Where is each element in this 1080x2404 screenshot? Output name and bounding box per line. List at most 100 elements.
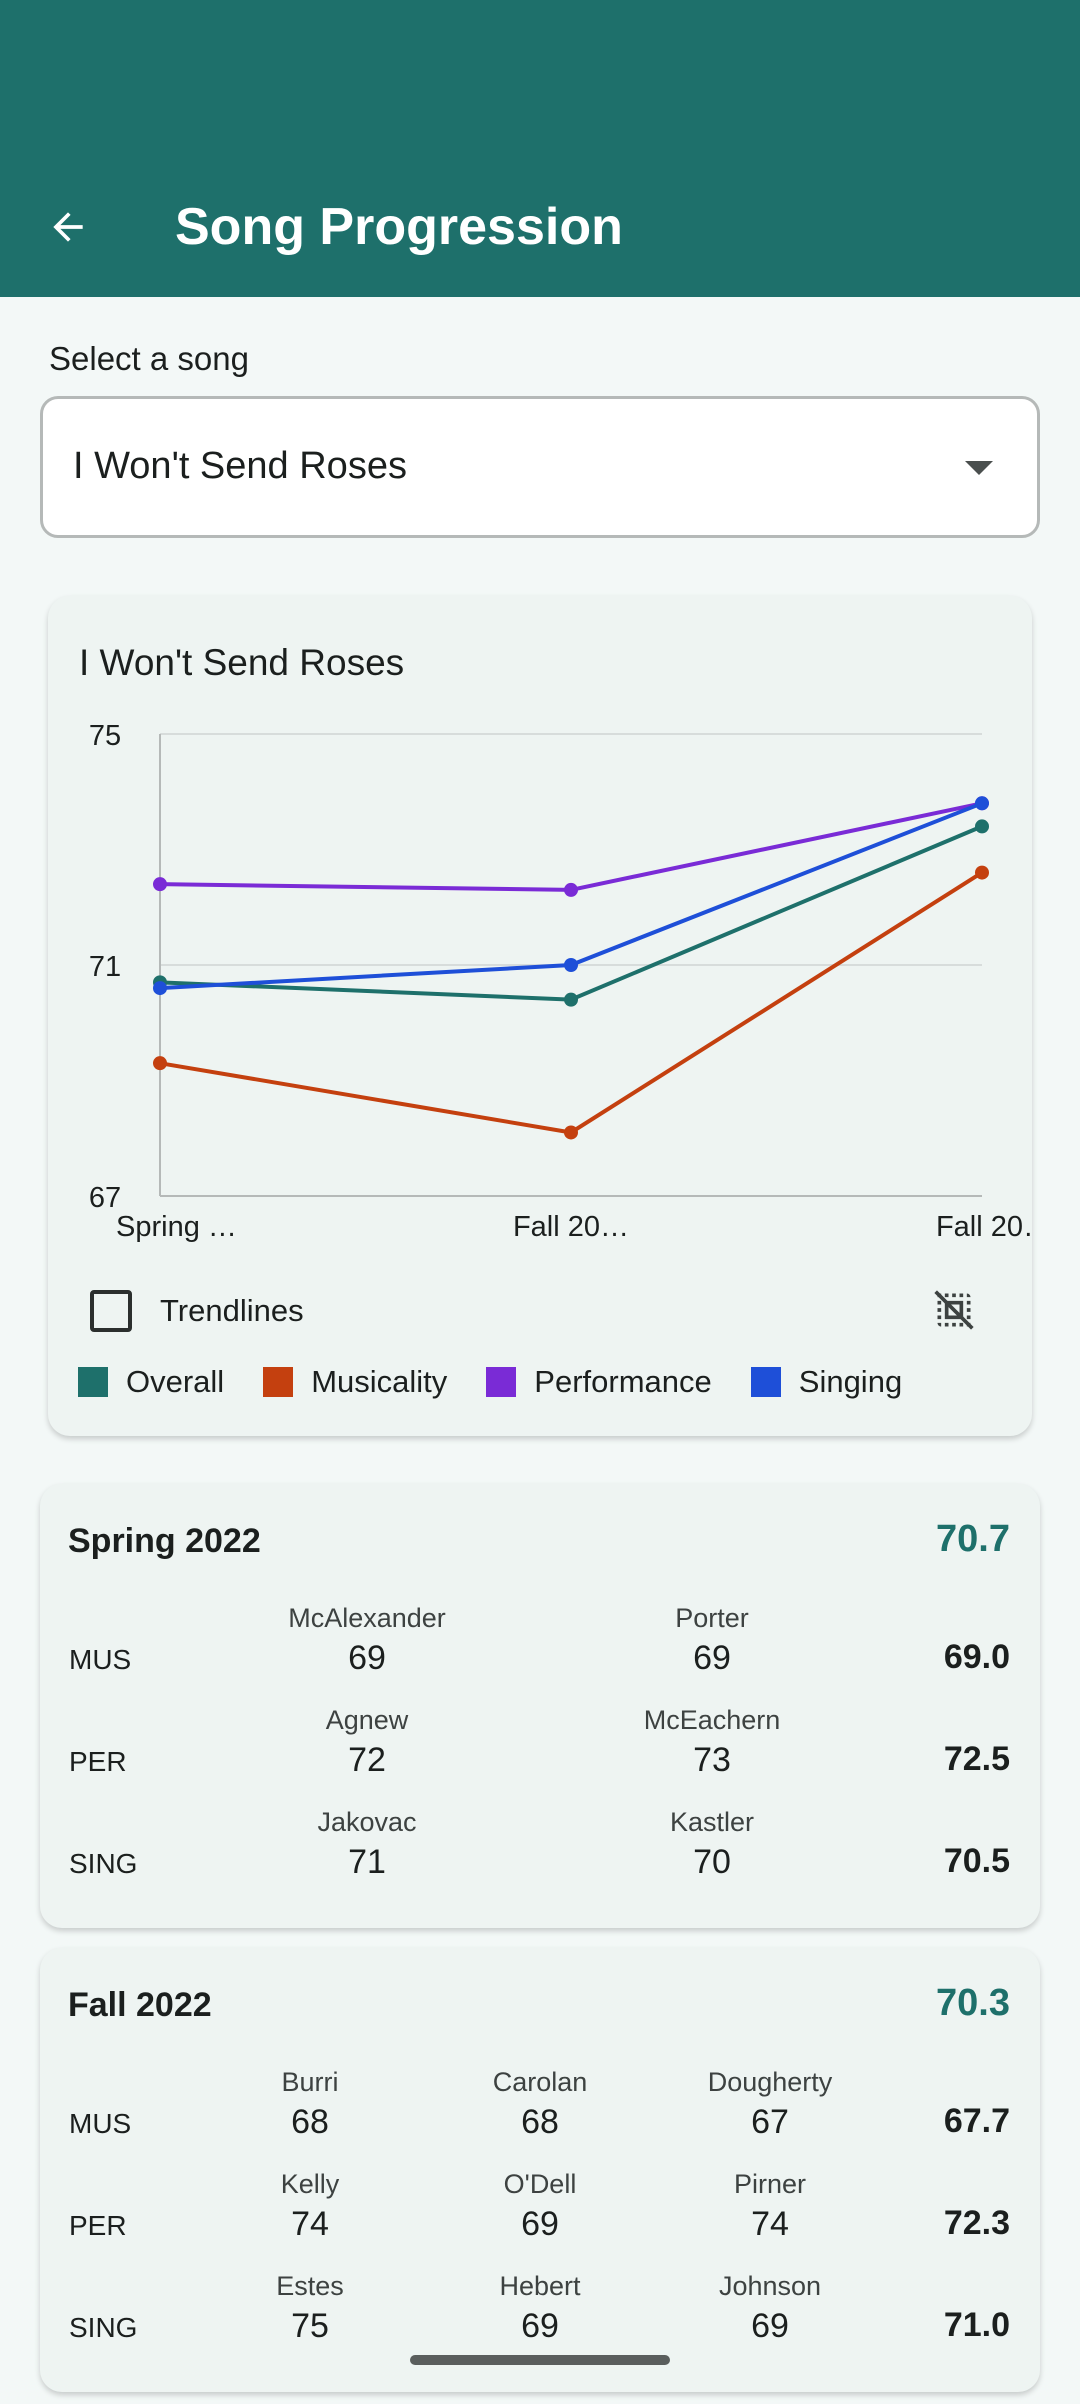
- chart-card: I Won't Send Roses 75 71 67 Spring … Fall 20…: [48, 596, 1032, 1436]
- category-label: SING: [69, 1848, 138, 1879]
- session-title: Spring 2022: [68, 1522, 261, 1560]
- data-point-overall: [564, 992, 578, 1007]
- judge-name: Agnew: [325, 1705, 409, 1735]
- judge-name: Carolan: [492, 2067, 588, 2097]
- judge-name: Hebert: [499, 2271, 581, 2301]
- trendlines-toggle[interactable]: Trendlines: [90, 1286, 304, 1336]
- judge-score: Johnson 69: [640, 2266, 900, 2346]
- data-point-performance: [564, 882, 578, 897]
- chart-legend: Overall Musicality Performance Singing: [78, 1364, 941, 1400]
- legend-swatch: [750, 1367, 781, 1397]
- judge-score-value: 75: [291, 2307, 329, 2345]
- session-total-score: 70.3: [936, 1982, 1010, 2024]
- category-row: PER Kelly 74 O'Dell 69 Pirner 74 72.3: [40, 2164, 1040, 2254]
- judge-score-value: 70: [693, 1843, 731, 1881]
- y-tick-label: 75: [89, 720, 121, 752]
- category-row: SING Estes 75 Hebert 69 Johnson 69 71.0: [40, 2266, 1040, 2356]
- app-bar: Song Progression: [0, 0, 1080, 297]
- judge-score: Kelly 74: [180, 2164, 440, 2244]
- data-point-performance: [153, 877, 167, 892]
- session-title: Fall 2022: [68, 1986, 212, 2024]
- legend-item: Overall: [78, 1364, 224, 1400]
- judge-name: Johnson: [718, 2271, 822, 2301]
- category-label: PER: [69, 1746, 127, 1777]
- data-point-musicality: [564, 1125, 578, 1140]
- judge-score: Hebert 69: [410, 2266, 670, 2346]
- category-average: 67.7: [943, 2102, 1010, 2140]
- category-label: PER: [69, 2210, 127, 2241]
- judge-score-value: 71: [348, 1843, 386, 1881]
- judge-name: Pirner: [733, 2169, 807, 2199]
- data-point-overall: [975, 819, 989, 834]
- category-row: PER Agnew 72 McEachern 73 72.5: [40, 1700, 1040, 1790]
- judge-score-value: 72: [348, 1741, 386, 1779]
- judge-name: Dougherty: [707, 2067, 833, 2097]
- session-card: Fall 2022 70.3 MUS Burri 68 Carolan 68 Doughert…: [40, 1948, 1040, 2392]
- category-label: MUS: [69, 2108, 132, 2139]
- data-point-singing: [975, 796, 989, 811]
- back-button[interactable]: [36, 195, 100, 259]
- x-tick-label: Fall 20…: [513, 1211, 629, 1243]
- session-total-score: 70.7: [936, 1518, 1010, 1560]
- judge-score-value: 69: [521, 2307, 559, 2345]
- category-average: 72.5: [943, 1740, 1010, 1778]
- legend-swatch: [263, 1367, 294, 1397]
- judge-score-value: 69: [751, 2307, 789, 2345]
- legend-label: Performance: [534, 1364, 712, 1399]
- legend-item: Musicality: [263, 1364, 447, 1400]
- category-label: SING: [69, 2312, 138, 2343]
- song-select-value: I Won't Send Roses: [73, 445, 407, 487]
- session-card: Spring 2022 70.7 MUS McAlexander 69 Porter 69 6…: [40, 1484, 1040, 1928]
- judge-name: O'Dell: [503, 2169, 577, 2199]
- data-point-singing: [153, 981, 167, 996]
- category-row: SING Jakovac 71 Kastler 70 70.5: [40, 1802, 1040, 1892]
- judge-score: Kastler 70: [582, 1802, 842, 1882]
- x-tick-label: Fall 20…: [936, 1211, 1032, 1243]
- judge-score: Carolan 68: [410, 2062, 670, 2142]
- song-select-dropdown[interactable]: I Won't Send Roses: [40, 396, 1040, 538]
- no-selection-icon[interactable]: [932, 1288, 976, 1332]
- judge-score: Dougherty 67: [640, 2062, 900, 2142]
- legend-swatch: [486, 1367, 517, 1397]
- legend-item: Singing: [750, 1364, 903, 1400]
- data-point-singing: [564, 958, 578, 972]
- judge-name: Burri: [281, 2067, 339, 2097]
- data-point-musicality: [975, 865, 989, 880]
- judge-score: O'Dell 69: [410, 2164, 670, 2244]
- judge-score-value: 74: [291, 2205, 329, 2243]
- judge-score: McEachern 73: [582, 1700, 842, 1780]
- judge-name: McAlexander: [288, 1603, 446, 1633]
- trendlines-label: Trendlines: [160, 1293, 304, 1328]
- judge-name: Jakovac: [317, 1807, 417, 1837]
- chart-title: I Won't Send Roses: [79, 642, 405, 683]
- judge-score: Agnew 72: [237, 1700, 497, 1780]
- arrow-back-icon: [53, 212, 83, 242]
- judge-score-value: 73: [693, 1741, 731, 1779]
- trendlines-checkbox[interactable]: [90, 1290, 132, 1332]
- legend-label: Singing: [798, 1364, 903, 1399]
- legend-label: Musicality: [311, 1364, 448, 1399]
- judge-score-value: 74: [751, 2205, 789, 2243]
- category-average: 72.3: [943, 2204, 1010, 2242]
- home-indicator: [410, 2355, 670, 2365]
- judge-score: McAlexander 69: [237, 1598, 497, 1678]
- category-label: MUS: [69, 1644, 132, 1675]
- legend-label: Overall: [126, 1364, 225, 1399]
- category-average: 70.5: [943, 1842, 1010, 1880]
- legend-item: Performance: [486, 1364, 712, 1400]
- judge-score: Porter 69: [582, 1598, 842, 1678]
- judge-name: Kelly: [280, 2169, 340, 2199]
- judge-score-value: 68: [521, 2103, 559, 2141]
- judge-score-value: 67: [751, 2103, 789, 2141]
- judge-score: Pirner 74: [640, 2164, 900, 2244]
- song-select-label: Select a song: [49, 340, 249, 377]
- judge-score-value: 69: [693, 1639, 731, 1677]
- judge-score-value: 68: [291, 2103, 329, 2141]
- category-average: 71.0: [943, 2306, 1010, 2344]
- page-title: Song Progression: [175, 198, 623, 256]
- judge-score: Jakovac 71: [237, 1802, 497, 1882]
- x-tick-label: Spring …: [116, 1211, 237, 1243]
- judge-name: Porter: [675, 1603, 749, 1633]
- data-point-musicality: [153, 1056, 167, 1071]
- category-row: MUS McAlexander 69 Porter 69 69.0: [40, 1598, 1040, 1688]
